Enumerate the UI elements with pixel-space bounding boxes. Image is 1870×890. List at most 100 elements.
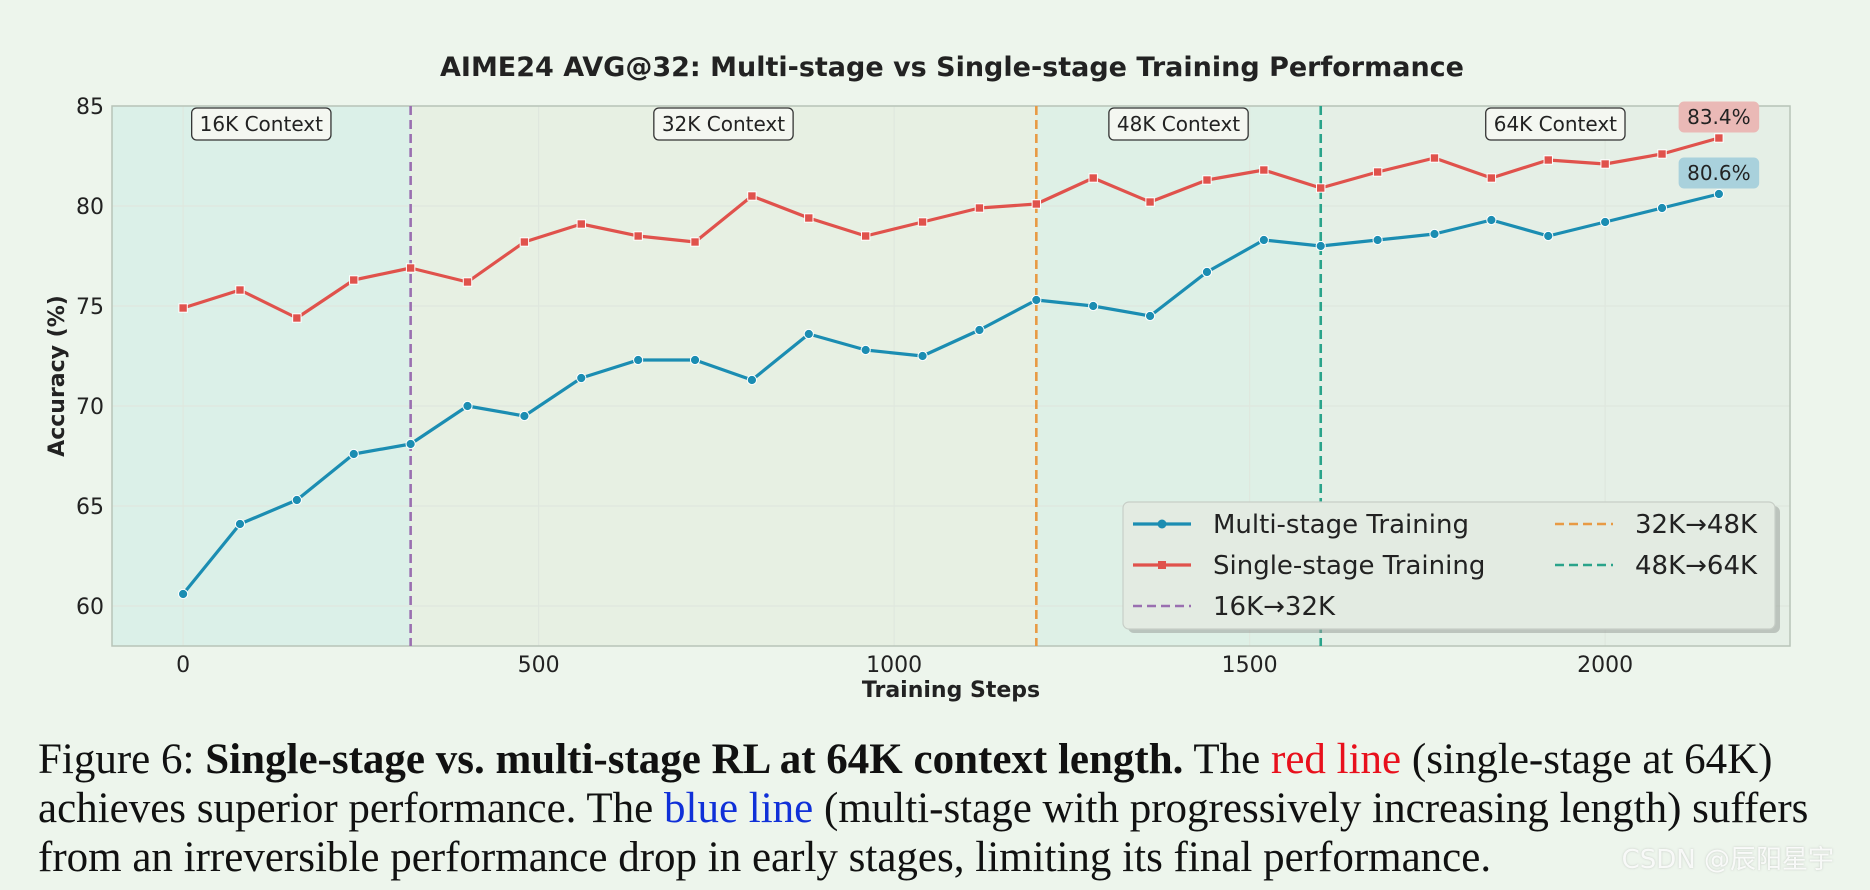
caption-text-2: (single-stage at 64K) achieves superior … xyxy=(38,736,1773,832)
data-point xyxy=(746,374,758,386)
x-tick-label: 1500 xyxy=(1222,653,1278,678)
data-point xyxy=(633,231,643,241)
caption-red-phrase: red line xyxy=(1271,736,1402,783)
data-point xyxy=(1600,216,1611,228)
caption-text-1: The xyxy=(1193,736,1261,783)
data-point xyxy=(1259,165,1269,175)
region-label-box xyxy=(191,107,332,141)
data-point xyxy=(1713,188,1724,200)
data-point xyxy=(860,231,871,241)
data-point xyxy=(348,448,359,460)
end-value-text: 80.6% xyxy=(1687,161,1751,185)
end-value-box xyxy=(1678,157,1760,189)
x-tick-labels: 0 500 1000 1500 2000 xyxy=(176,653,1633,678)
legend-label: 32K→48K xyxy=(1635,510,1758,540)
data-point xyxy=(349,275,359,285)
end-labels: 80.6% 83.4% xyxy=(1678,101,1760,189)
data-point xyxy=(1144,310,1156,322)
x-axis-label: Training Steps xyxy=(862,678,1040,703)
data-point xyxy=(1145,197,1155,207)
region-label-text: 64K Context xyxy=(1494,112,1617,136)
data-point xyxy=(178,588,189,600)
data-point xyxy=(804,213,814,223)
y-tick-label: 65 xyxy=(76,495,104,520)
caption-blue-phrase: blue line xyxy=(664,785,814,832)
data-point xyxy=(1031,199,1042,209)
end-value-box xyxy=(1678,101,1760,133)
data-point xyxy=(235,285,245,295)
y-tick-label: 60 xyxy=(76,595,104,620)
legend-label: 48K→64K xyxy=(1635,551,1758,581)
data-point xyxy=(974,203,985,213)
end-value-label: 80.6% xyxy=(1678,157,1760,189)
data-point xyxy=(576,372,587,384)
region-labels: 16K Context 32K Context 48K Context 64K Con… xyxy=(191,107,1626,141)
region-label-box xyxy=(1485,107,1626,141)
data-point xyxy=(292,313,302,323)
data-point xyxy=(1031,294,1042,306)
data-point xyxy=(1486,173,1497,183)
x-tick-label: 2000 xyxy=(1577,653,1633,678)
data-point xyxy=(519,410,530,422)
caption-text-3: (multi-stage with progressively increasi… xyxy=(38,785,1809,881)
data-point xyxy=(1372,234,1383,246)
legend-label: 16K→32K xyxy=(1213,592,1336,622)
data-point xyxy=(462,400,473,412)
watermark: CSDN @辰阳星宇 xyxy=(1621,845,1834,875)
data-point xyxy=(633,354,644,366)
data-point xyxy=(1543,155,1553,165)
data-point xyxy=(1714,133,1724,143)
data-point xyxy=(462,277,473,287)
data-point xyxy=(1486,214,1497,226)
data-point xyxy=(234,518,246,530)
x-tick-label: 0 xyxy=(176,653,190,678)
plot-frame xyxy=(111,105,1791,647)
legend-item: 32K→48K xyxy=(1555,510,1758,540)
context-region xyxy=(410,106,1037,646)
data-point xyxy=(1088,173,1098,183)
legend-item: Single-stage Training xyxy=(1133,551,1485,581)
data-point xyxy=(917,217,928,227)
y-tick-labels: 60 65 70 75 80 85 xyxy=(76,95,104,620)
legend-item: Multi-stage Training xyxy=(1133,510,1469,540)
data-point xyxy=(405,263,416,273)
legend-item: 48K→64K xyxy=(1555,551,1758,581)
series-line xyxy=(182,136,1720,320)
legend-label: Multi-stage Training xyxy=(1213,510,1469,540)
data-point xyxy=(690,237,700,247)
end-value-text: 83.4% xyxy=(1687,105,1751,129)
figure-label: Figure 6: xyxy=(38,736,195,783)
end-value-label: 83.4% xyxy=(1678,101,1760,133)
data-point xyxy=(405,438,416,450)
data-point xyxy=(1657,149,1667,159)
series-layer xyxy=(178,133,1724,600)
region-label-box xyxy=(1108,107,1249,141)
y-tick-label: 70 xyxy=(76,395,104,420)
legend-box xyxy=(1122,501,1776,630)
y-tick-label: 80 xyxy=(76,195,104,220)
data-point xyxy=(1429,228,1440,240)
data-point xyxy=(1316,183,1326,193)
region-label: 16K Context xyxy=(191,107,332,141)
data-point xyxy=(1258,234,1269,246)
x-tick-label: 1000 xyxy=(866,653,922,678)
legend-item: 16K→32K xyxy=(1133,592,1336,622)
data-point xyxy=(1656,202,1668,214)
y-tick-label: 75 xyxy=(76,295,104,320)
legend-swatch-marker xyxy=(1158,561,1166,569)
data-point xyxy=(291,494,302,506)
series-line xyxy=(181,192,1720,596)
figure-caption: Figure 6: Single-stage vs. multi-stage R… xyxy=(38,735,1838,882)
data-point xyxy=(747,191,757,201)
region-label: 48K Context xyxy=(1108,107,1249,141)
y-axis-label: Accuracy (%) xyxy=(45,295,70,457)
data-point xyxy=(1429,153,1440,163)
legend-label: Single-stage Training xyxy=(1213,551,1485,581)
legend: Multi-stage Training Single-stage Trainin… xyxy=(1122,501,1780,633)
data-point xyxy=(1543,230,1554,242)
data-point xyxy=(1201,266,1213,278)
data-point xyxy=(1600,159,1610,169)
context-region xyxy=(112,106,411,646)
data-point xyxy=(860,344,871,356)
x-tick-label: 500 xyxy=(518,653,560,678)
